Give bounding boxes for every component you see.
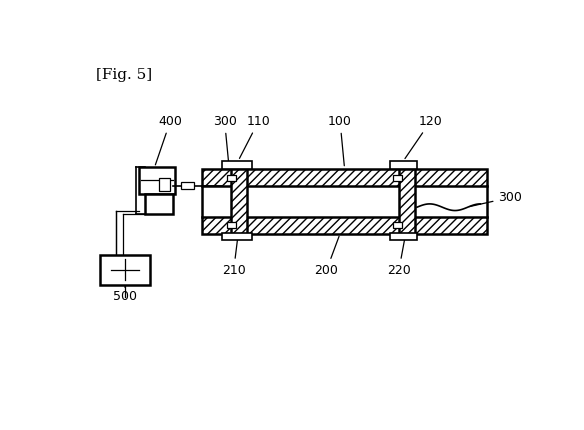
Text: 500: 500 bbox=[113, 285, 137, 303]
Bar bbox=[394, 222, 402, 228]
Bar bbox=[100, 255, 150, 285]
Text: 300: 300 bbox=[213, 115, 237, 166]
Bar bbox=[227, 175, 236, 181]
Text: 220: 220 bbox=[387, 237, 411, 277]
Bar bbox=[399, 169, 415, 234]
Bar bbox=[390, 161, 417, 169]
Bar bbox=[223, 161, 252, 169]
Bar bbox=[223, 233, 252, 240]
Bar bbox=[145, 194, 173, 214]
Text: 210: 210 bbox=[222, 237, 245, 277]
Bar bbox=[394, 175, 402, 181]
Text: 300: 300 bbox=[470, 191, 522, 206]
Bar bbox=[227, 222, 236, 228]
Bar bbox=[180, 182, 194, 189]
Bar bbox=[202, 186, 487, 217]
Text: 200: 200 bbox=[315, 237, 339, 277]
Text: 400: 400 bbox=[155, 115, 182, 165]
Text: 110: 110 bbox=[239, 115, 270, 158]
Bar bbox=[202, 169, 487, 186]
Bar bbox=[159, 178, 171, 190]
Bar bbox=[231, 169, 247, 234]
Bar bbox=[390, 233, 417, 240]
Text: 120: 120 bbox=[405, 115, 443, 159]
Bar bbox=[138, 168, 175, 194]
Bar bbox=[202, 217, 487, 234]
Text: [Fig. 5]: [Fig. 5] bbox=[96, 68, 152, 82]
Text: 100: 100 bbox=[328, 115, 352, 166]
